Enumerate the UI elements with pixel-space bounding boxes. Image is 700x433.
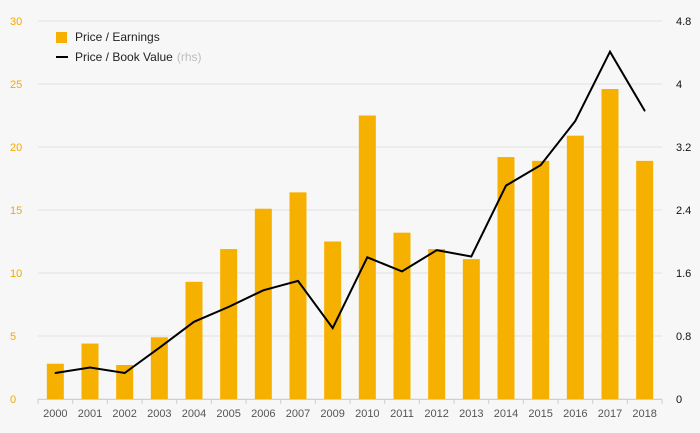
axes: 0 5 10 15 20 25 30 0 0.8 1.6 2.4 3.2 4 4.8 2000 2001 200…	[10, 16, 691, 420]
bar-pe	[462, 259, 480, 399]
y-right-tick-label: 0	[676, 394, 682, 406]
pbv-point	[470, 255, 473, 258]
x-tick-label: 2006	[251, 408, 275, 420]
bar-pe	[497, 157, 515, 399]
x-tick-label: 2012	[424, 408, 448, 420]
pbv-point	[158, 347, 161, 349]
x-tick-label: 2018	[632, 408, 656, 420]
legend-label-pbv: Price / Book Value	[75, 50, 173, 64]
bar-pe	[566, 135, 584, 399]
bar-pe	[601, 89, 619, 399]
bar-pe	[393, 232, 411, 399]
y-left-tick-label: 25	[10, 79, 22, 91]
pbv-point	[123, 372, 126, 374]
bar-pe	[185, 281, 203, 399]
x-tick-label: 2007	[286, 408, 310, 420]
x-tick-label: 2002	[112, 408, 136, 420]
pbv-point	[89, 366, 91, 369]
legend: Price / Earnings Price / Book Value (rhs…	[56, 27, 202, 67]
x-tick-label: 2000	[43, 408, 67, 420]
bar-pe	[116, 364, 134, 399]
x-tick-label: 2001	[78, 408, 102, 420]
y-left-tick-label: 30	[10, 16, 22, 28]
y-left-tick-label: 0	[10, 394, 16, 406]
pbv-point	[505, 184, 507, 187]
pbv-point	[193, 321, 195, 323]
pbv-line	[55, 49, 646, 375]
pbv-point	[262, 289, 265, 292]
bar-pe	[81, 343, 99, 399]
x-tick-label: 2010	[355, 408, 379, 420]
x-tick-label: 2017	[598, 408, 622, 420]
y-right-tick-label: 3.2	[676, 142, 691, 154]
pbv-point	[401, 270, 403, 273]
pbv-line-group	[54, 49, 646, 375]
x-tick-label: 2009	[320, 408, 344, 420]
y-right-tick-label: 4	[676, 79, 682, 91]
legend-item-pe: Price / Earnings	[56, 27, 202, 47]
pbv-point	[609, 50, 611, 53]
legend-label-pe: Price / Earnings	[75, 30, 160, 44]
bar-pe	[532, 160, 550, 399]
x-tick-label: 2011	[390, 408, 414, 420]
x-tick-label: 2015	[528, 408, 552, 420]
bar-pe	[150, 337, 168, 399]
pbv-point	[297, 280, 299, 282]
y-right-tick-label: 1.6	[676, 268, 691, 280]
legend-swatch-line	[56, 56, 68, 58]
y-right-tick-label: 0.8	[676, 331, 691, 343]
y-left-tick-label: 10	[10, 268, 22, 280]
bar-pe	[220, 249, 238, 399]
pbv-point	[366, 256, 369, 259]
x-tick-label: 2013	[459, 408, 483, 420]
x-tick-label: 2014	[494, 408, 518, 420]
y-left-tick-label: 5	[10, 331, 16, 343]
y-right-tick-label: 2.4	[676, 205, 691, 217]
bar-pe	[324, 241, 342, 399]
pbv-point	[643, 109, 646, 112]
legend-rhs-note: (rhs)	[176, 50, 202, 64]
pbv-point	[331, 327, 334, 329]
bar-pe	[254, 208, 272, 399]
legend-swatch-bar	[56, 31, 67, 43]
x-tick-label: 2004	[182, 408, 206, 420]
pbv-point	[54, 372, 57, 374]
pbv-point	[227, 306, 230, 308]
pe-bars	[46, 89, 654, 399]
y-left-tick-label: 20	[10, 142, 22, 154]
legend-item-pbv: Price / Book Value (rhs)	[56, 47, 202, 67]
pbv-point	[539, 164, 542, 166]
bar-pe	[428, 249, 446, 399]
x-tick-label: 2005	[216, 408, 240, 420]
y-right-tick-label: 4.8	[676, 16, 691, 28]
pbv-point	[574, 120, 577, 122]
gridlines	[38, 20, 662, 400]
x-tick-label: 2003	[147, 408, 171, 420]
bar-pe	[289, 192, 307, 399]
bar-pe	[46, 363, 64, 399]
x-tick-label: 2016	[563, 408, 587, 420]
y-left-tick-label: 15	[10, 205, 22, 217]
pbv-point	[435, 249, 438, 251]
bar-pe	[636, 160, 654, 399]
